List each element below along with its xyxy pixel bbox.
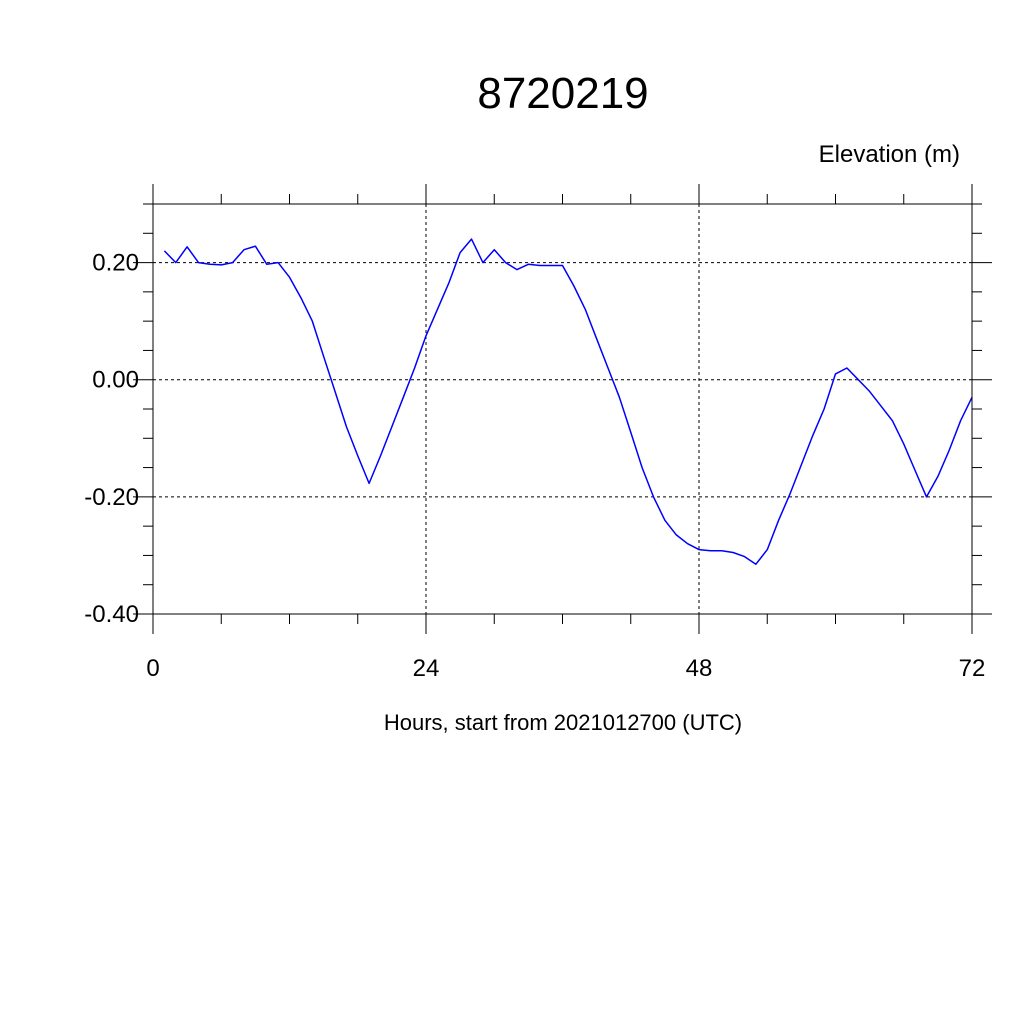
tick-labels: 0.20 0.00 -0.20 -0.40 0 24 48 72 (84, 250, 985, 682)
y-tick-label: -0.20 (84, 484, 139, 511)
units-label: Elevation (m) (819, 141, 960, 168)
y-tick-label: 0.20 (92, 250, 139, 277)
x-tick-label: 24 (413, 655, 440, 682)
y-tick-label: -0.40 (84, 601, 139, 628)
x-tick-label: 72 (959, 655, 986, 682)
chart-title: 8720219 (477, 69, 648, 118)
x-tick-label: 0 (146, 655, 159, 682)
series-line (163, 238, 973, 565)
y-tick-label: 0.00 (92, 367, 139, 394)
axis-ticks (133, 184, 992, 634)
x-axis-label: Hours, start from 2021012700 (UTC) (384, 710, 742, 735)
series-layer (163, 238, 973, 565)
plot-frame (152, 203, 973, 615)
x-tick-label: 48 (686, 655, 713, 682)
